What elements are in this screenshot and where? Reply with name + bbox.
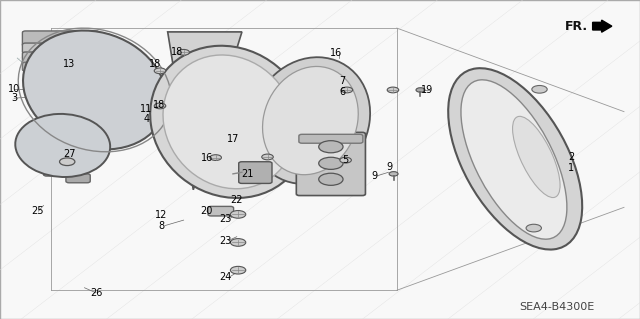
Text: 11: 11 [140, 104, 153, 114]
Text: 5: 5 [342, 155, 349, 165]
Circle shape [210, 155, 221, 160]
Text: 9: 9 [371, 171, 378, 181]
Text: 3: 3 [11, 93, 17, 103]
Ellipse shape [448, 68, 582, 249]
FancyBboxPatch shape [208, 206, 234, 216]
Circle shape [230, 266, 246, 274]
Circle shape [340, 157, 351, 163]
Text: 19: 19 [421, 85, 434, 95]
Text: 18: 18 [170, 47, 183, 57]
Circle shape [319, 173, 343, 185]
Text: 16: 16 [200, 152, 213, 163]
Text: FR.: FR. [564, 20, 588, 33]
Polygon shape [168, 32, 242, 190]
Ellipse shape [262, 66, 358, 175]
Text: 16: 16 [330, 48, 342, 58]
Text: 27: 27 [63, 149, 76, 159]
Ellipse shape [23, 31, 166, 149]
Text: 2: 2 [568, 152, 574, 162]
Circle shape [262, 154, 273, 160]
Circle shape [526, 224, 541, 232]
Text: 13: 13 [63, 59, 76, 69]
Circle shape [154, 68, 166, 74]
Ellipse shape [513, 116, 560, 197]
Text: 24: 24 [219, 272, 232, 282]
Circle shape [319, 141, 343, 153]
Circle shape [532, 85, 547, 93]
Text: 9: 9 [386, 161, 392, 172]
FancyBboxPatch shape [299, 134, 363, 143]
Circle shape [60, 158, 75, 166]
Circle shape [389, 172, 398, 176]
Text: 10: 10 [8, 84, 20, 94]
Text: 18: 18 [152, 100, 165, 110]
Ellipse shape [251, 57, 370, 184]
Text: 23: 23 [219, 214, 232, 224]
Circle shape [341, 87, 353, 93]
Text: 25: 25 [31, 206, 44, 216]
Text: 23: 23 [219, 235, 232, 246]
Circle shape [178, 49, 189, 55]
Text: 21: 21 [241, 169, 254, 180]
Text: 4: 4 [143, 114, 150, 124]
Ellipse shape [150, 46, 308, 198]
Circle shape [230, 239, 246, 246]
Circle shape [387, 87, 399, 93]
FancyBboxPatch shape [296, 132, 365, 196]
Text: 17: 17 [227, 134, 240, 144]
Ellipse shape [461, 80, 567, 239]
Text: SEA4-B4300E: SEA4-B4300E [519, 302, 595, 312]
FancyBboxPatch shape [44, 161, 79, 176]
FancyBboxPatch shape [22, 43, 64, 53]
Text: 18: 18 [148, 59, 161, 70]
Text: 26: 26 [90, 288, 102, 298]
Text: 22: 22 [230, 195, 243, 205]
Circle shape [230, 211, 246, 218]
Text: 6: 6 [339, 86, 346, 97]
Text: 20: 20 [200, 206, 213, 216]
Ellipse shape [15, 114, 110, 177]
Circle shape [319, 157, 343, 169]
Circle shape [154, 103, 166, 109]
Text: 7: 7 [339, 76, 346, 86]
FancyArrow shape [593, 20, 612, 32]
Circle shape [416, 88, 425, 92]
FancyBboxPatch shape [22, 52, 90, 65]
FancyBboxPatch shape [22, 31, 99, 46]
FancyBboxPatch shape [22, 62, 80, 71]
FancyBboxPatch shape [66, 174, 90, 183]
Text: 8: 8 [158, 220, 164, 231]
Ellipse shape [163, 55, 295, 189]
FancyBboxPatch shape [239, 162, 272, 183]
Text: 1: 1 [568, 163, 574, 173]
Text: 12: 12 [155, 210, 168, 220]
